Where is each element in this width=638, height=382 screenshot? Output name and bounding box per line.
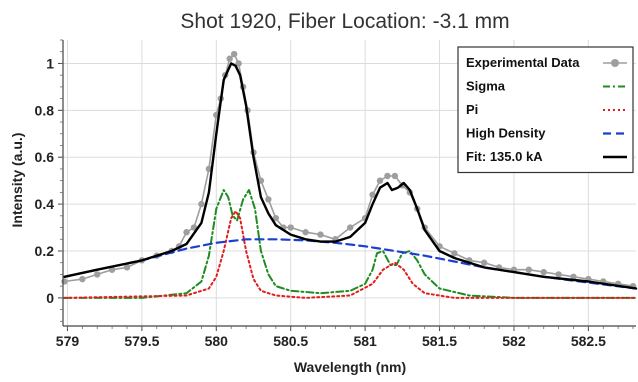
- legend-label: High Density: [466, 126, 546, 141]
- series-sigma: [63, 189, 637, 299]
- series-fit-135-0-ka: [63, 62, 638, 290]
- y-tick-label: 1: [46, 55, 54, 71]
- x-axis-label: Wavelength (nm): [294, 359, 406, 375]
- series-line: [63, 210, 637, 299]
- y-axis-label: Intensity (a.u.): [9, 133, 25, 228]
- data-point: [555, 271, 562, 278]
- y-tick-label: 0.2: [35, 243, 55, 259]
- y-tick-label: 0.6: [35, 149, 55, 165]
- data-point: [123, 264, 131, 271]
- legend-marker: [611, 59, 619, 67]
- data-point: [317, 231, 324, 238]
- data-point: [230, 50, 238, 58]
- data-point: [480, 259, 488, 266]
- x-tick-label: 579.5: [124, 333, 159, 349]
- chart-title: Shot 1920, Fiber Location: -3.1 mm: [180, 10, 509, 33]
- data-point: [391, 172, 399, 180]
- data-point: [265, 196, 272, 203]
- data-point: [79, 275, 86, 283]
- data-point: [183, 229, 190, 236]
- y-tick-label: 0.4: [35, 196, 55, 212]
- data-point: [61, 278, 68, 285]
- series-pi: [63, 210, 637, 299]
- data-point: [226, 55, 233, 62]
- series-layer: [61, 50, 638, 299]
- data-point: [235, 60, 242, 67]
- y-tick-label: 0.8: [35, 102, 55, 118]
- data-point: [540, 268, 547, 276]
- tick-labels: 579 579.5 580 580.5 581 581.5 582 582.5 0 0.2 0.4 0…: [35, 55, 607, 349]
- data-point: [525, 266, 533, 273]
- data-point: [369, 191, 376, 198]
- x-tick-label: 580.5: [273, 333, 308, 349]
- data-point: [376, 177, 384, 184]
- legend-label: Fit: 135.0 kA: [466, 149, 543, 164]
- x-tick-label: 581: [353, 333, 377, 349]
- data-point: [451, 250, 458, 257]
- data-point: [302, 229, 309, 236]
- x-tick-label: 581.5: [422, 333, 457, 349]
- x-tick-label: 582.5: [571, 333, 606, 349]
- data-point: [384, 172, 391, 180]
- legend-label: Experimental Data: [466, 55, 580, 70]
- data-point: [198, 200, 205, 208]
- x-tick-label: 582: [502, 333, 526, 349]
- data-point: [287, 224, 294, 231]
- x-tick-label: 579: [56, 333, 80, 349]
- axes: [58, 39, 636, 331]
- series-line: [63, 189, 637, 299]
- data-point: [94, 271, 101, 278]
- x-tick-label: 580: [205, 333, 229, 349]
- y-tick-label: 0: [46, 290, 54, 306]
- legend-label: Sigma: [466, 79, 506, 94]
- legend-label: Pi: [466, 102, 478, 117]
- data-point: [570, 273, 577, 280]
- legend: Experimental Data Sigma Pi High Density Fit:…: [457, 46, 634, 174]
- data-point: [272, 214, 280, 222]
- data-point: [347, 224, 354, 231]
- series-line: [63, 62, 638, 290]
